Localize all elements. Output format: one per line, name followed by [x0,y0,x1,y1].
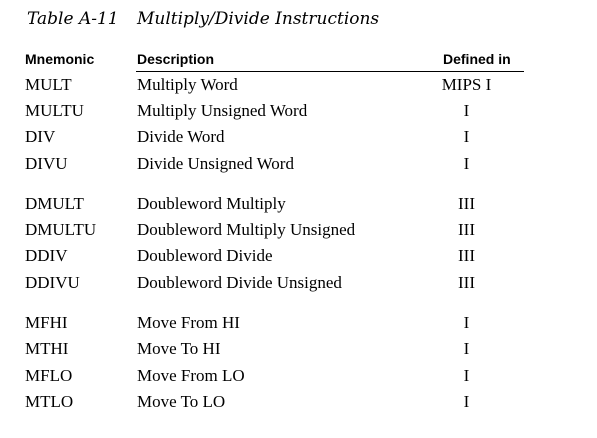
cell-mnemonic: MULTU [25,101,84,120]
table-row: DMULT Doubleword Multiply III [0,194,597,218]
cell-mnemonic: MTHI [25,339,69,358]
cell-description: Divide Unsigned Word [137,154,294,173]
cell-defined-in: I [463,339,470,358]
cell-mnemonic: DDIVU [25,273,80,292]
table-row: MFHI Move From HI I [0,313,597,337]
cell-description: Multiply Word [137,75,238,94]
cell-mnemonic: DDIV [25,246,68,265]
cell-mnemonic: DIVU [25,154,68,173]
table-row: MULT Multiply Word MIPS I [0,75,597,99]
cell-description: Doubleword Divide [137,246,273,265]
cell-description: Move From LO [137,366,245,385]
cell-defined-in: III [458,194,475,213]
cell-description: Move From HI [137,313,240,332]
cell-mnemonic: MFLO [25,366,73,385]
table-caption: Table A-11 Multiply/Divide Instructions [27,9,379,29]
cell-description: Move To LO [137,392,226,411]
cell-description: Doubleword Divide Unsigned [137,273,342,292]
cell-defined-in: I [463,154,470,173]
cell-mnemonic: DIV [25,127,56,146]
header-rule [136,71,524,72]
table-row: MTHI Move To HI I [0,339,597,363]
cell-description: Move To HI [137,339,221,358]
table-row: DIVU Divide Unsigned Word I [0,154,597,178]
cell-mnemonic: DMULTU [25,220,97,239]
table-row: MULTU Multiply Unsigned Word I [0,101,597,125]
cell-description: Multiply Unsigned Word [137,101,308,120]
cell-description: Doubleword Multiply [137,194,286,213]
table-row: MFLO Move From LO I [0,366,597,390]
cell-defined-in: III [458,246,475,265]
table-caption-number: Table A-11 [27,9,119,29]
cell-description: Doubleword Multiply Unsigned [137,220,356,239]
cell-mnemonic: MULT [25,75,72,94]
cell-mnemonic: MFHI [25,313,68,332]
cell-defined-in: I [463,392,470,411]
table-row: DMULTU Doubleword Multiply Unsigned III [0,220,597,244]
table-caption-title: Multiply/Divide Instructions [137,9,380,29]
cell-mnemonic: DMULT [25,194,84,213]
cell-mnemonic: MTLO [25,392,74,411]
cell-description: Divide Word [137,127,225,146]
cell-defined-in: III [458,273,475,292]
table-row: DDIVU Doubleword Divide Unsigned III [0,273,597,297]
table-row: DIV Divide Word I [0,127,597,151]
cell-defined-in: MIPS I [441,75,492,94]
column-header-description: Description [137,51,215,67]
cell-defined-in: I [463,101,470,120]
table-row: MTLO Move To LO I [0,392,597,416]
cell-defined-in: I [463,313,470,332]
table-row: DDIV Doubleword Divide III [0,246,597,270]
column-header-defined-in: Defined in [443,51,511,67]
cell-defined-in: I [463,127,470,146]
cell-defined-in: III [458,220,475,239]
column-header-mnemonic: Mnemonic [25,51,95,67]
cell-defined-in: I [463,366,470,385]
